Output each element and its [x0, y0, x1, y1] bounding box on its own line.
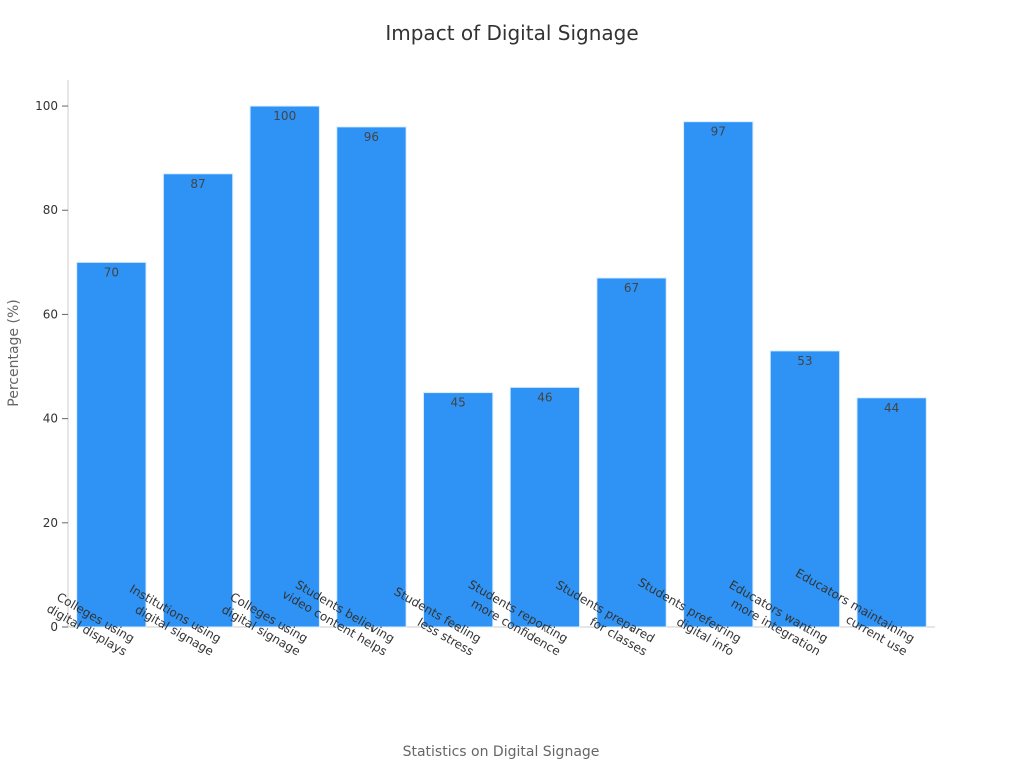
bar-value-label: 45	[451, 396, 466, 410]
y-tick-label: 60	[43, 307, 58, 321]
bar-value-label: 87	[190, 177, 205, 191]
bar	[422, 392, 494, 628]
bar	[596, 277, 667, 628]
bar	[76, 261, 147, 628]
bar-value-label: 100	[273, 109, 296, 123]
bar-value-label: 46	[537, 390, 552, 404]
chart-title: Impact of Digital Signage	[385, 21, 638, 45]
bar-value-label: 70	[104, 265, 119, 279]
bar-value-label: 53	[797, 354, 812, 368]
bar	[856, 397, 927, 628]
bar-value-label: 96	[364, 130, 379, 144]
bar	[683, 121, 754, 628]
y-tick-label: 80	[43, 203, 58, 217]
bar-value-label: 67	[624, 281, 639, 295]
bar-value-label: 44	[884, 401, 899, 415]
bar	[336, 126, 407, 628]
x-axis-title: Statistics on Digital Signage	[403, 744, 600, 760]
y-tick-label: 0	[50, 620, 58, 634]
y-tick-label: 100	[35, 99, 58, 113]
y-axis-title: Percentage (%)	[6, 299, 22, 406]
y-tick-label: 40	[43, 412, 58, 426]
bar	[162, 173, 234, 628]
bar	[509, 386, 581, 628]
bar	[249, 105, 320, 628]
y-tick-label: 20	[43, 516, 58, 530]
bar-value-label: 97	[711, 125, 726, 139]
